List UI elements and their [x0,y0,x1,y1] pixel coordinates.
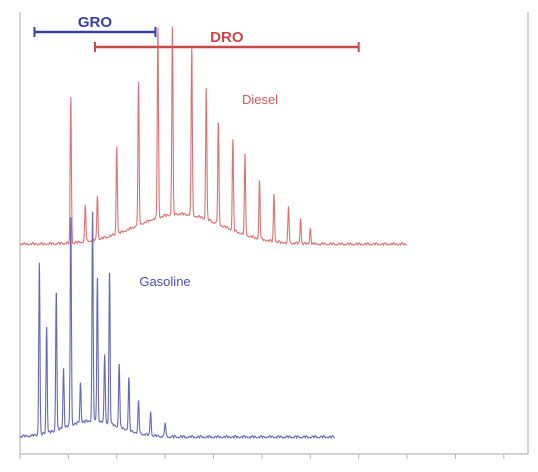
range-dro-label: DRO [210,29,244,46]
series-labels: Diesel Gasoline [139,92,278,289]
series-gasoline-label: Gasoline [139,274,190,289]
plot-frame [19,12,529,459]
range-gro-label: GRO [78,14,113,31]
series-gasoline-trace [19,211,335,440]
series-diesel-label: Diesel [242,92,278,107]
series-diesel-trace [19,26,408,247]
range-brackets: GRO DRO [33,14,360,52]
plot-axes [19,12,529,455]
series-traces [19,26,408,440]
